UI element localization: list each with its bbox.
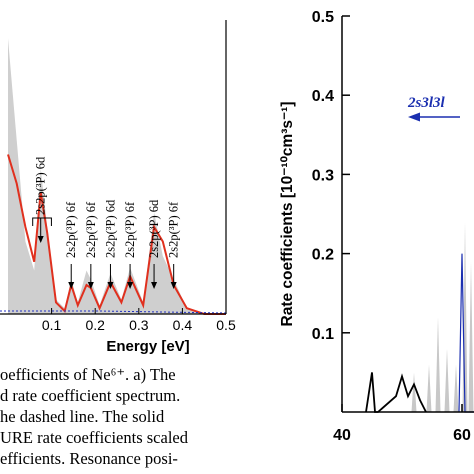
annotation-label: 2s2p(³P) 6d — [147, 199, 161, 258]
caption-line: oefficients of Ne⁶⁺. a) The — [0, 365, 176, 384]
arrow-head-icon — [127, 282, 134, 289]
black-series — [365, 372, 427, 413]
measured-peak — [468, 261, 474, 412]
dashed-baseline — [0, 310, 227, 314]
annotation-label: 2s2p(³P) 6f — [167, 201, 181, 258]
annotation: 2s2p(³P) 6d — [103, 199, 117, 289]
measured-peak — [453, 364, 459, 412]
annotation: 2s2p(³P) 6f — [123, 201, 137, 289]
caption-line: efficients. Resonance posi- — [0, 449, 178, 468]
annotation-label: 2s2p(³P) 6f — [84, 201, 98, 258]
caption-line: d rate coefficient spectrum. — [0, 386, 181, 405]
right-panel: 0.1 0.2 0.3 0.4 0.5 40 60 Rate coefficients [… — [279, 9, 474, 444]
y-tick-label: 0.5 — [312, 9, 334, 26]
x-tick-label: 0.5 — [216, 317, 236, 333]
y-tick-label: 0.1 — [312, 326, 334, 343]
annotation: 2s2p(³P) 6d — [34, 156, 48, 243]
x-tick-label: 0.3 — [129, 317, 149, 333]
annotation: 2s2p(³P) 6d — [147, 199, 161, 289]
measured-peak — [435, 316, 441, 412]
y-tick-label: 0.3 — [312, 167, 334, 184]
measured-peak — [426, 364, 432, 412]
y-tick-label: 0.2 — [312, 247, 334, 264]
left-x-ticks: 0.1 0.2 0.3 0.4 0.5 — [42, 308, 236, 333]
annotation: 2s2p(³P) 6f — [167, 201, 181, 289]
annotation-bracket — [32, 217, 52, 226]
arrow-head-icon — [151, 282, 158, 289]
right-spectrum — [365, 221, 474, 413]
caption-line: he dashed line. The solid — [0, 407, 165, 426]
arrow-head-icon — [87, 282, 94, 289]
annotation: 2s2p(³P) 6f — [64, 201, 78, 289]
arrow-head-icon — [107, 282, 114, 289]
annotation-label: 2s2p(³P) 6f — [123, 201, 137, 258]
arrow-head-icon — [37, 236, 44, 243]
measured-spectrum-fill — [8, 38, 226, 314]
right-y-label: Rate coefficients [10⁻¹⁰cm³s⁻¹] — [279, 102, 296, 327]
y-tick-label: 0.4 — [312, 88, 334, 105]
caption-line: URE rate coefficients scaled — [0, 428, 188, 447]
arrow-head-icon — [170, 282, 177, 289]
series-label: 2s3l3l — [407, 95, 446, 111]
measured-area — [8, 38, 226, 314]
right-y-ticks: 0.1 0.2 0.3 0.4 0.5 — [312, 9, 350, 343]
x-tick-label: 0.1 — [42, 317, 62, 333]
measured-peak — [411, 372, 417, 412]
right-x-ticks: 40 60 — [333, 404, 471, 444]
x-tick-label: 60 — [453, 427, 471, 444]
annotation-label: 2s2p(³P) 6f — [64, 201, 78, 258]
x-tick-label: 0.4 — [173, 317, 193, 333]
resonance-annotations: 2s2p(³P) 6d 2s2p(³P) 6f 2s2p(³P) 6f 2s2p(³P… — [32, 156, 181, 289]
annotation-label: 2s2p(³P) 6d — [34, 156, 48, 215]
annotation: 2s2p(³P) 6f — [84, 201, 98, 289]
annotation-label: 2s2p(³P) 6d — [103, 199, 117, 258]
arrow-head-icon — [408, 112, 420, 122]
left-x-label: Energy [eV] — [106, 338, 189, 355]
measured-peak — [444, 348, 450, 412]
x-tick-label: 40 — [333, 427, 351, 444]
arrow-head-icon — [68, 282, 75, 289]
x-tick-label: 0.2 — [85, 317, 105, 333]
